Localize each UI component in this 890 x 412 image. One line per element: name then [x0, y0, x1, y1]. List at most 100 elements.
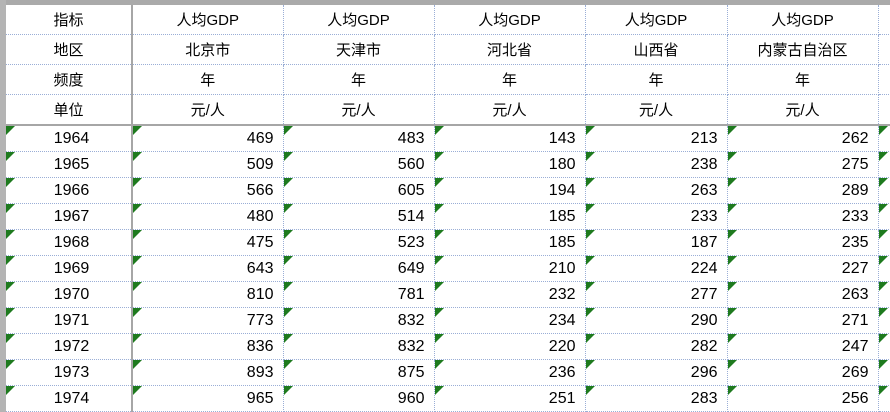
value-cell[interactable]: 523: [283, 229, 435, 256]
header-value-cell[interactable]: 内蒙古自治区: [727, 34, 879, 65]
header-value-cell[interactable]: 元/人: [585, 94, 728, 126]
header-value-cell[interactable]: 人均GDP: [727, 5, 879, 35]
value-cell[interactable]: 832: [283, 333, 435, 360]
overflow-column-cell[interactable]: [878, 385, 890, 412]
value-cell[interactable]: 236: [434, 359, 586, 386]
year-cell[interactable]: 1974: [6, 385, 133, 412]
header-value-cell[interactable]: 人均GDP: [434, 5, 586, 35]
value-cell[interactable]: 875: [283, 359, 435, 386]
data-table[interactable]: 指标 人均GDP 人均GDP 人均GDP 人均GDP 人均GDP 地区 北京市 天津市 河北省 山西…: [6, 5, 890, 412]
value-cell[interactable]: 649: [283, 255, 435, 282]
year-cell[interactable]: 1970: [6, 281, 133, 308]
value-cell[interactable]: 235: [727, 229, 879, 256]
overflow-column-cell[interactable]: [878, 34, 890, 65]
overflow-column-cell[interactable]: [878, 333, 890, 360]
overflow-column-cell[interactable]: [878, 359, 890, 386]
header-value-cell[interactable]: 年: [727, 64, 879, 95]
value-cell[interactable]: 238: [585, 151, 728, 178]
value-cell[interactable]: 810: [132, 281, 284, 308]
value-cell[interactable]: 251: [434, 385, 586, 412]
header-value-cell[interactable]: 河北省: [434, 34, 586, 65]
value-cell[interactable]: 282: [585, 333, 728, 360]
year-cell[interactable]: 1965: [6, 151, 133, 178]
header-label-cell[interactable]: 指标: [6, 5, 133, 35]
value-cell[interactable]: 469: [132, 125, 284, 152]
value-cell[interactable]: 277: [585, 281, 728, 308]
value-cell[interactable]: 509: [132, 151, 284, 178]
year-cell[interactable]: 1964: [6, 125, 133, 152]
value-cell[interactable]: 263: [727, 281, 879, 308]
overflow-column-cell[interactable]: [878, 64, 890, 95]
value-cell[interactable]: 560: [283, 151, 435, 178]
value-cell[interactable]: 965: [132, 385, 284, 412]
value-cell[interactable]: 213: [585, 125, 728, 152]
header-value-cell[interactable]: 元/人: [283, 94, 435, 126]
header-value-cell[interactable]: 年: [434, 64, 586, 95]
overflow-column-cell[interactable]: [878, 151, 890, 178]
value-cell[interactable]: 832: [283, 307, 435, 334]
value-cell[interactable]: 210: [434, 255, 586, 282]
value-cell[interactable]: 256: [727, 385, 879, 412]
value-cell[interactable]: 893: [132, 359, 284, 386]
value-cell[interactable]: 483: [283, 125, 435, 152]
header-value-cell[interactable]: 元/人: [727, 94, 879, 126]
header-value-cell[interactable]: 年: [585, 64, 728, 95]
header-label-cell[interactable]: 单位: [6, 94, 133, 126]
value-cell[interactable]: 263: [585, 177, 728, 204]
overflow-column-cell[interactable]: [878, 94, 890, 126]
value-cell[interactable]: 185: [434, 229, 586, 256]
value-cell[interactable]: 480: [132, 203, 284, 230]
value-cell[interactable]: 194: [434, 177, 586, 204]
year-cell[interactable]: 1966: [6, 177, 133, 204]
header-value-cell[interactable]: 北京市: [132, 34, 284, 65]
header-value-cell[interactable]: 人均GDP: [132, 5, 284, 35]
header-value-cell[interactable]: 年: [283, 64, 435, 95]
header-value-cell[interactable]: 年: [132, 64, 284, 95]
overflow-column-cell[interactable]: [878, 177, 890, 204]
value-cell[interactable]: 233: [727, 203, 879, 230]
year-cell[interactable]: 1973: [6, 359, 133, 386]
year-cell[interactable]: 1967: [6, 203, 133, 230]
value-cell[interactable]: 643: [132, 255, 284, 282]
value-cell[interactable]: 773: [132, 307, 284, 334]
value-cell[interactable]: 289: [727, 177, 879, 204]
value-cell[interactable]: 187: [585, 229, 728, 256]
overflow-column-cell[interactable]: [878, 229, 890, 256]
year-cell[interactable]: 1971: [6, 307, 133, 334]
value-cell[interactable]: 180: [434, 151, 586, 178]
value-cell[interactable]: 296: [585, 359, 728, 386]
value-cell[interactable]: 232: [434, 281, 586, 308]
header-label-cell[interactable]: 频度: [6, 64, 133, 95]
value-cell[interactable]: 233: [585, 203, 728, 230]
value-cell[interactable]: 227: [727, 255, 879, 282]
overflow-column-cell[interactable]: [878, 203, 890, 230]
value-cell[interactable]: 566: [132, 177, 284, 204]
header-value-cell[interactable]: 元/人: [132, 94, 284, 126]
header-label-cell[interactable]: 地区: [6, 34, 133, 65]
header-value-cell[interactable]: 人均GDP: [283, 5, 435, 35]
header-value-cell[interactable]: 元/人: [434, 94, 586, 126]
value-cell[interactable]: 185: [434, 203, 586, 230]
value-cell[interactable]: 283: [585, 385, 728, 412]
header-value-cell[interactable]: 山西省: [585, 34, 728, 65]
overflow-column-cell[interactable]: [878, 307, 890, 334]
value-cell[interactable]: 836: [132, 333, 284, 360]
value-cell[interactable]: 514: [283, 203, 435, 230]
value-cell[interactable]: 220: [434, 333, 586, 360]
header-value-cell[interactable]: 人均GDP: [585, 5, 728, 35]
overflow-column-cell[interactable]: [878, 125, 890, 152]
value-cell[interactable]: 605: [283, 177, 435, 204]
value-cell[interactable]: 271: [727, 307, 879, 334]
value-cell[interactable]: 781: [283, 281, 435, 308]
header-value-cell[interactable]: 天津市: [283, 34, 435, 65]
value-cell[interactable]: 234: [434, 307, 586, 334]
year-cell[interactable]: 1969: [6, 255, 133, 282]
value-cell[interactable]: 269: [727, 359, 879, 386]
year-cell[interactable]: 1968: [6, 229, 133, 256]
overflow-column-cell[interactable]: [878, 5, 890, 35]
year-cell[interactable]: 1972: [6, 333, 133, 360]
value-cell[interactable]: 247: [727, 333, 879, 360]
value-cell[interactable]: 960: [283, 385, 435, 412]
value-cell[interactable]: 475: [132, 229, 284, 256]
